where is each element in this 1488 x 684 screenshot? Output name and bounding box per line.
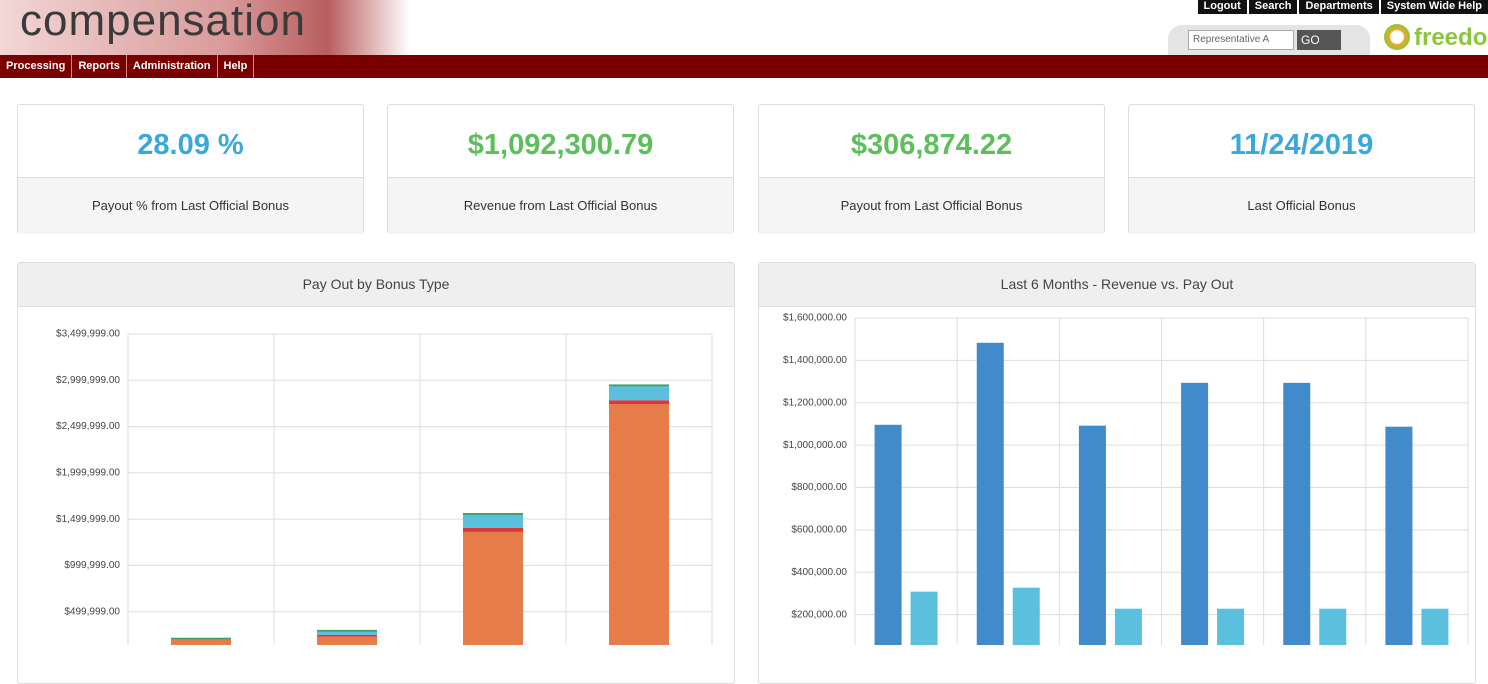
top-links: Logout Search Departments System Wide He… (1197, 0, 1488, 14)
y-tick-label: $2,499,999.00 (56, 421, 120, 432)
y-tick-label: $1,600,000.00 (783, 313, 847, 324)
bar (1078, 425, 1106, 645)
search-input[interactable]: Representative A (1188, 30, 1294, 50)
kpi-label: Revenue from Last Official Bonus (388, 177, 733, 234)
chart-title: Last 6 Months - Revenue vs. Pay Out (759, 263, 1475, 307)
bar (1385, 426, 1413, 645)
bar (1217, 608, 1245, 645)
y-tick-label: $999,999.00 (64, 560, 120, 571)
y-tick-label: $800,000.00 (791, 482, 847, 493)
nav-item[interactable]: Administration (127, 55, 218, 78)
y-tick-label: $499,999.00 (64, 606, 120, 617)
nav-item[interactable]: Help (218, 55, 255, 78)
bar (317, 634, 377, 637)
bar (463, 514, 523, 528)
logo-text: compensation (20, 0, 306, 45)
y-tick-label: $400,000.00 (791, 567, 847, 578)
kpi-card: 11/24/2019 Last Official Bonus (1128, 104, 1475, 234)
top-link[interactable]: System Wide Help (1380, 0, 1488, 14)
kpi-card: 28.09 % Payout % from Last Official Bonus (17, 104, 364, 234)
y-tick-label: $1,200,000.00 (783, 397, 847, 408)
bar (910, 591, 938, 645)
kpi-card: $306,874.22 Payout from Last Official Bon… (758, 104, 1105, 234)
bar (609, 400, 669, 405)
bar (463, 513, 523, 515)
brand-icon (1384, 24, 1410, 50)
kpi-value: 11/24/2019 (1229, 129, 1374, 161)
bar (874, 424, 902, 645)
bar (463, 531, 523, 645)
bar (171, 639, 231, 645)
bar (1421, 608, 1449, 645)
bar (976, 342, 1004, 645)
bar (317, 636, 377, 645)
kpi-label: Payout from Last Official Bonus (759, 177, 1104, 234)
kpi-value: $1,092,300.79 (467, 129, 654, 161)
bar (1283, 382, 1311, 645)
y-tick-label: $3,499,999.00 (56, 329, 120, 340)
kpi-label: Last Official Bonus (1129, 177, 1474, 234)
top-link[interactable]: Logout (1197, 0, 1247, 14)
y-tick-label: $1,999,999.00 (56, 467, 120, 478)
y-tick-label: $1,000,000.00 (783, 440, 847, 451)
kpi-card: $1,092,300.79 Revenue from Last Official … (387, 104, 734, 234)
bar (317, 631, 377, 635)
y-tick-label: $1,400,000.00 (783, 355, 847, 366)
bar (609, 384, 669, 387)
nav-bar: Processing Reports Administration Help (0, 55, 1488, 78)
bar (317, 629, 377, 632)
bar (1319, 608, 1347, 645)
kpi-value: $306,874.22 (850, 129, 1013, 161)
bar (171, 637, 231, 640)
chart-title: Pay Out by Bonus Type (18, 263, 734, 307)
y-tick-label: $2,999,999.00 (56, 375, 120, 386)
bar (609, 386, 669, 401)
bar (1114, 608, 1142, 645)
brand[interactable]: freedom (1414, 24, 1488, 51)
logo[interactable]: compensation (0, 0, 410, 55)
go-button[interactable]: GO (1297, 30, 1341, 50)
chart-panel: Last 6 Months - Revenue vs. Pay Out (758, 262, 1476, 684)
nav-item[interactable]: Reports (72, 55, 127, 78)
top-link[interactable]: Search (1248, 0, 1298, 14)
y-tick-label: $600,000.00 (791, 525, 847, 536)
charts: $499,999.00 $999,999.00 $1,499,999.00 $1,99… (56, 313, 1469, 645)
kpi-value: 28.09 % (137, 129, 244, 161)
y-tick-label: $1,499,999.00 (56, 514, 120, 525)
y-tick-label: $200,000.00 (791, 609, 847, 620)
nav-item[interactable]: Processing (0, 55, 73, 78)
bar (1012, 587, 1040, 645)
bar (1181, 382, 1209, 645)
bar (463, 527, 523, 532)
bar (609, 404, 669, 645)
kpi-label: Payout % from Last Official Bonus (18, 177, 363, 234)
top-link[interactable]: Departments (1299, 0, 1379, 14)
